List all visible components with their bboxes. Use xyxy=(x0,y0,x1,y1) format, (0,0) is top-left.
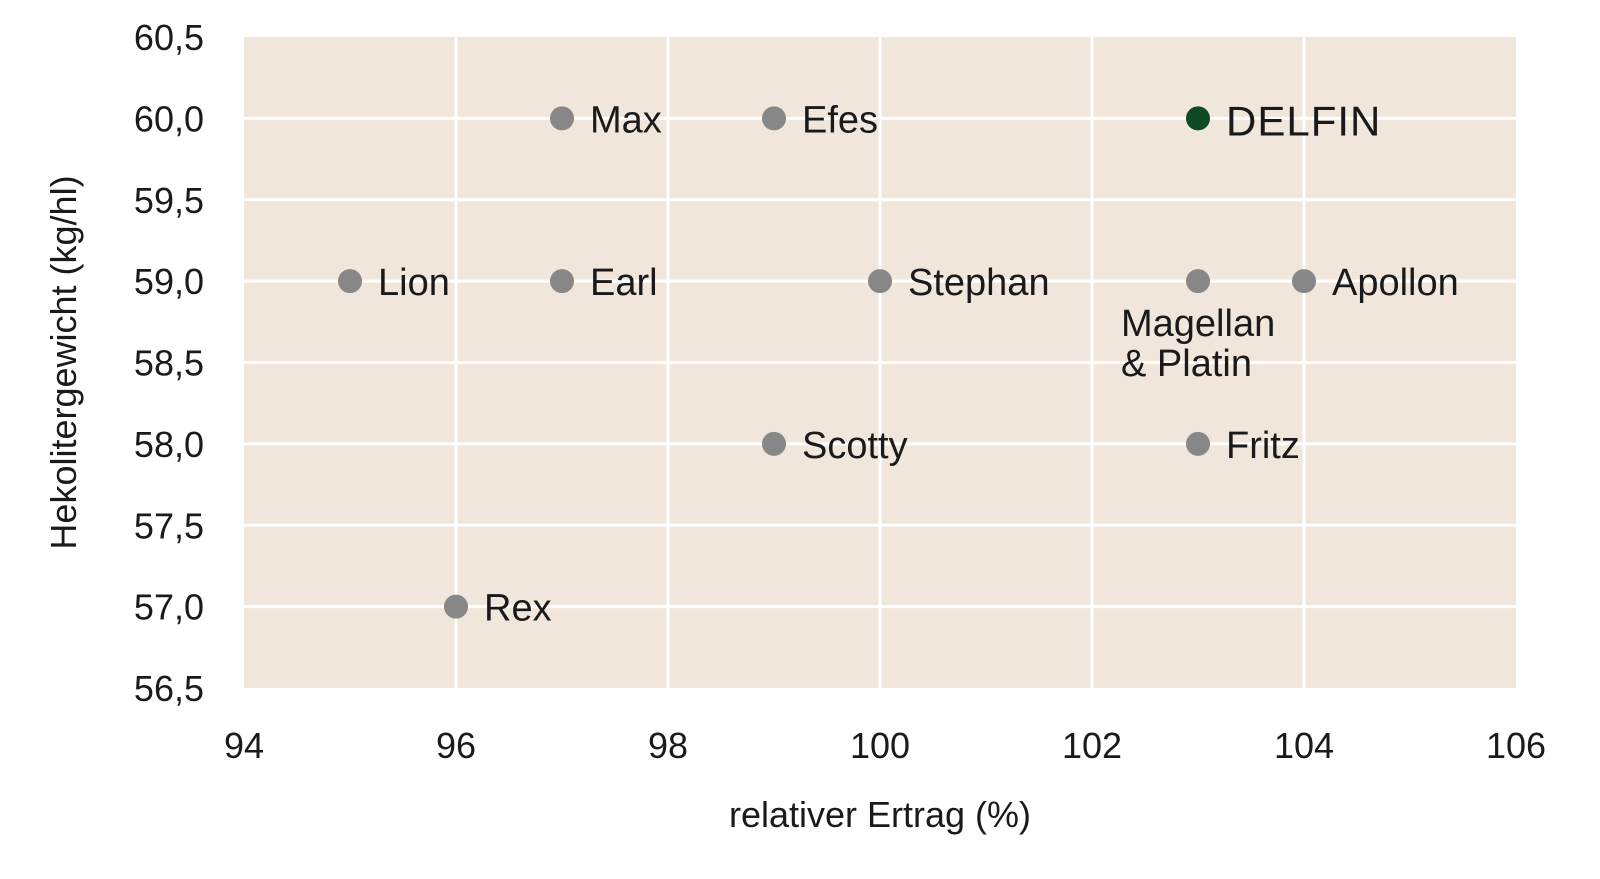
point-label: Fritz xyxy=(1226,425,1300,467)
data-point xyxy=(444,594,468,619)
data-point xyxy=(1186,269,1210,294)
y-tick-label: 59,0 xyxy=(134,261,204,302)
y-tick-label: 58,5 xyxy=(134,343,204,384)
y-tick-label: 57,0 xyxy=(134,587,204,628)
x-axis-ticks: 94 96 98 100 102 104 106 xyxy=(224,725,1546,766)
point-label: Earl xyxy=(590,262,658,304)
x-tick-label: 94 xyxy=(224,725,264,766)
point-label: Max xyxy=(590,99,662,141)
data-point xyxy=(338,269,362,294)
x-tick-label: 100 xyxy=(850,725,910,766)
data-point xyxy=(1186,106,1210,131)
point-label: DELFIN xyxy=(1226,97,1381,144)
x-tick-label: 96 xyxy=(436,725,476,766)
point-label: Apollon xyxy=(1332,262,1459,304)
point-label: Stephan xyxy=(908,262,1050,304)
y-tick-label: 56,5 xyxy=(134,668,204,709)
data-point xyxy=(1186,431,1210,456)
data-point xyxy=(762,431,786,456)
x-tick-label: 98 xyxy=(648,725,688,766)
y-tick-label: 60,0 xyxy=(134,98,204,139)
y-tick-label: 59,5 xyxy=(134,180,204,221)
data-point xyxy=(868,269,892,294)
point-label: Efes xyxy=(802,99,878,141)
y-tick-label: 60,5 xyxy=(134,17,204,58)
x-tick-label: 106 xyxy=(1486,725,1546,766)
data-point xyxy=(762,106,786,131)
point-label: Rex xyxy=(484,588,552,630)
y-tick-label: 58,0 xyxy=(134,424,204,465)
y-axis-title: Hekolitergewicht (kg/hl) xyxy=(43,175,84,549)
data-points: Max Efes DELFIN Lion Earl Stephan Magellan & Pl… xyxy=(338,97,1459,630)
data-point xyxy=(1292,269,1316,294)
y-axis-ticks: 56,5 57,0 57,5 58,0 58,5 59,0 59,5 60,0 60,5 xyxy=(134,17,204,709)
data-point xyxy=(550,269,574,294)
data-point xyxy=(550,106,574,131)
point-label: Magellan & Platin xyxy=(1121,303,1275,385)
x-tick-label: 102 xyxy=(1062,725,1122,766)
point-label: Scotty xyxy=(802,425,908,467)
x-tick-label: 104 xyxy=(1274,725,1334,766)
point-label: Lion xyxy=(378,262,450,304)
y-tick-label: 57,5 xyxy=(134,505,204,546)
x-axis-title: relativer Ertrag (%) xyxy=(729,794,1031,835)
